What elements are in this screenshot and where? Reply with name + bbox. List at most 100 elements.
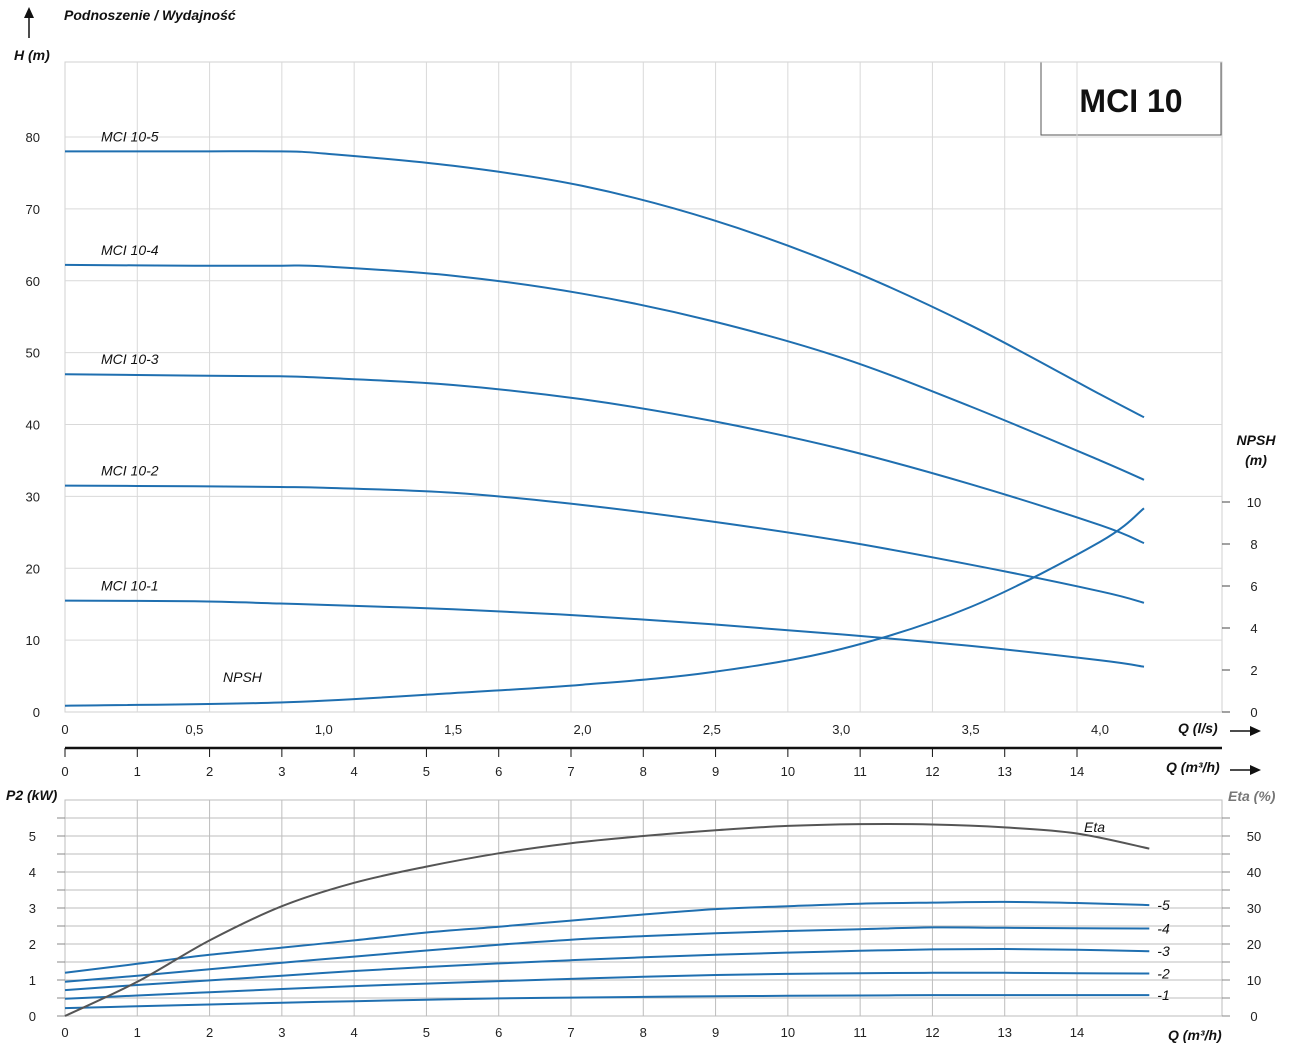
npsh-tick-label: 0	[1250, 705, 1257, 720]
head-axis-arrow	[24, 7, 34, 38]
head-curve-mci-10-3	[64, 373, 1145, 545]
head-curve-label: MCI 10-2	[101, 463, 159, 479]
eta-tick-label: 0	[1250, 1009, 1257, 1024]
power-curve-1	[64, 994, 1150, 1010]
power-y-tick-label: 1	[29, 973, 36, 988]
flow-m3h-tick-label: 10	[781, 764, 795, 779]
flow-m3h-tick-label: 12	[925, 764, 939, 779]
flow-m3h-tick-label: 13	[997, 764, 1011, 779]
head-y-tick-label: 50	[26, 346, 40, 361]
flow-ls-tick-label: 4,0	[1091, 722, 1109, 737]
power-curve-4	[64, 926, 1150, 983]
head-y-tick-label: 0	[33, 705, 40, 720]
flow-ls-tick-label: 1,5	[444, 722, 462, 737]
head-y-tick-label: 10	[26, 633, 40, 648]
power-curve-label: -5	[1157, 897, 1170, 913]
head-y-tick-label: 80	[26, 130, 40, 145]
flow-ls-tick-label: 3,5	[962, 722, 980, 737]
flow-ls-tick-label: 2,0	[573, 722, 591, 737]
power-x-tick-label: 11	[853, 1025, 867, 1040]
head-y-tick-label: 70	[26, 202, 40, 217]
flow-m3h-tick-label: 9	[712, 764, 719, 779]
power-y-tick-label: 4	[29, 865, 36, 880]
eta-tick-label: 50	[1247, 829, 1261, 844]
power-axis-label: P2 (kW)	[6, 787, 58, 803]
eta-tick-label: 20	[1247, 937, 1261, 952]
head-y-tick-label: 40	[26, 418, 40, 433]
head-y-tick-label: 20	[26, 561, 40, 576]
head-curve-label: MCI 10-3	[101, 351, 159, 367]
flow-ls-arrow	[1230, 726, 1261, 736]
flow-bottom-axis-label: Q (m³/h)	[1168, 1027, 1222, 1043]
title-box	[1040, 61, 1222, 136]
power-y-tick-label: 3	[29, 901, 36, 916]
power-y-tick-label: 5	[29, 829, 36, 844]
eta-axis-label: Eta (%)	[1228, 788, 1276, 804]
power-x-tick-label: 14	[1070, 1025, 1084, 1040]
head-curve-label: MCI 10-4	[101, 242, 159, 258]
power-x-tick-label: 2	[206, 1025, 213, 1040]
flow-m3h-tick-label: 3	[278, 764, 285, 779]
power-x-tick-label: 0	[61, 1025, 68, 1040]
npsh-axis-unit: (m)	[1245, 452, 1267, 468]
flow-ls-tick-label: 3,0	[832, 722, 850, 737]
flow-m3h-tick-label: 4	[351, 764, 358, 779]
flow-ls-tick-label: 0,5	[185, 722, 203, 737]
head-axis-label: H (m)	[14, 47, 50, 63]
npsh-tick-label: 6	[1250, 579, 1257, 594]
head-curve-mci-10-1	[64, 599, 1145, 668]
head-curve-mci-10-4	[64, 263, 1145, 481]
flow-m3h-tick-label: 11	[853, 764, 867, 779]
flow-m3h-tick-label: 14	[1070, 764, 1084, 779]
head-y-tick-label: 30	[26, 489, 40, 504]
power-y-tick-label: 0	[29, 1009, 36, 1024]
flow-m3h-arrow	[1230, 765, 1261, 775]
power-curves: -5 -4 -3 -2 -1 Eta	[64, 819, 1170, 1017]
power-x-tick-label: 13	[997, 1025, 1011, 1040]
npsh-tick-label: 2	[1250, 663, 1257, 678]
head-grid	[64, 61, 1223, 713]
power-y-tick-label: 2	[29, 937, 36, 952]
npsh-curve-label: NPSH	[223, 669, 263, 685]
flow-m3h-tick-label: 6	[495, 764, 502, 779]
power-x-tick-label: 9	[712, 1025, 719, 1040]
flow-m3h-tick-label: 1	[134, 764, 141, 779]
power-x-tick-label: 3	[278, 1025, 285, 1040]
flow-m3h-tick-label: 2	[206, 764, 213, 779]
npsh-tick-label: 8	[1250, 537, 1257, 552]
power-curve-label: -1	[1157, 987, 1169, 1003]
eta-tick-label: 40	[1247, 865, 1261, 880]
power-x-tick-label: 7	[567, 1025, 574, 1040]
flow-m3h-tick-label: 0	[61, 764, 68, 779]
power-x-tick-label: 4	[351, 1025, 358, 1040]
flow-ls-tick-label: 2,5	[703, 722, 721, 737]
power-x-tick-label: 5	[423, 1025, 430, 1040]
npsh-curve	[64, 507, 1145, 707]
npsh-tick-label: 4	[1250, 621, 1257, 636]
flow-ls-axis-label: Q (l/s)	[1178, 720, 1218, 736]
head-y-tick-label: 60	[26, 274, 40, 289]
power-curve-label: -4	[1157, 921, 1170, 937]
chart-title: MCI 10	[1079, 83, 1182, 119]
npsh-tick-label: 10	[1247, 495, 1261, 510]
power-x-tick-label: 12	[925, 1025, 939, 1040]
flow-m3h-tick-label: 8	[640, 764, 647, 779]
power-curve-label: -3	[1157, 943, 1170, 959]
flow-m3h-tick-label: 7	[567, 764, 574, 779]
head-curve-label: MCI 10-1	[101, 578, 159, 594]
power-x-tick-label: 6	[495, 1025, 502, 1040]
eta-curve-label: Eta	[1084, 819, 1105, 835]
head-curve-mci-10-5	[65, 150, 1145, 419]
power-x-tick-label: 1	[134, 1025, 141, 1040]
flow-m3h-tick-label: 5	[423, 764, 430, 779]
power-x-tick-label: 8	[640, 1025, 647, 1040]
power-curve-2	[64, 971, 1150, 1000]
flow-m3h-axis-label: Q (m³/h)	[1166, 759, 1220, 775]
top-label: Podnoszenie / Wydajność	[64, 7, 236, 23]
head-curve-mci-10-2	[64, 484, 1145, 604]
eta-tick-label: 10	[1247, 973, 1261, 988]
eta-curve	[64, 822, 1150, 1017]
